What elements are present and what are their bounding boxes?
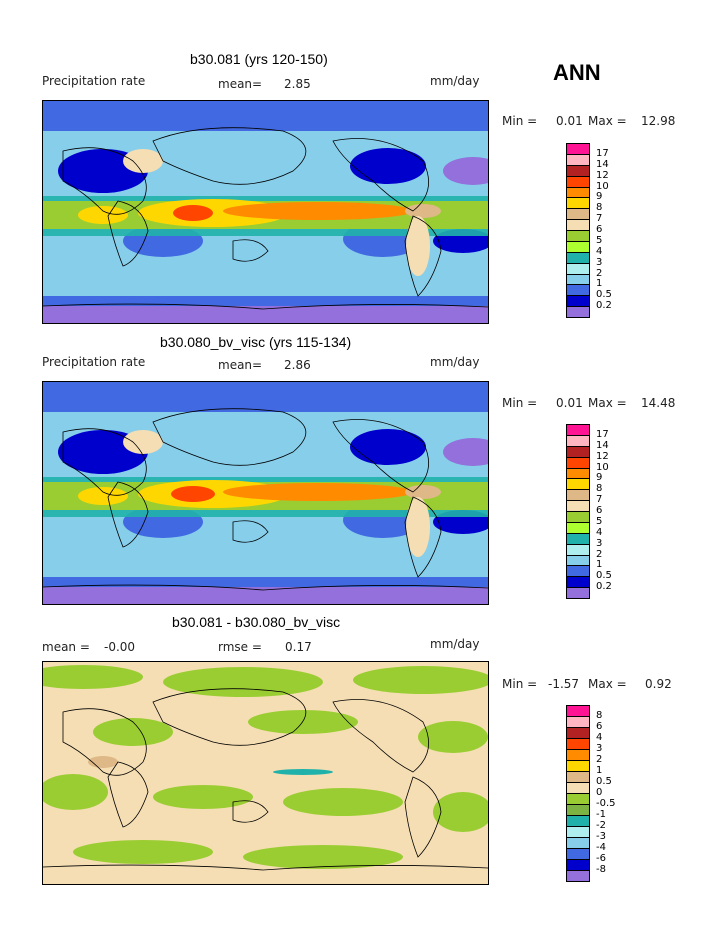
colorbar-swatch (566, 587, 590, 599)
panel3-min-value: -1.57 (548, 677, 580, 691)
panel1-variable-label: Precipitation rate (42, 74, 146, 88)
colorbar-tick-label: 0.5 (596, 570, 612, 582)
colorbar-tick-label: 6 (596, 224, 603, 235)
panel3-colorbar: 8 6 4 3 2 1 0.5 0 -0.5 -1 -2 -3 -4 -6 -8 (566, 705, 616, 882)
panel3-mean-label: mean = (42, 640, 90, 654)
colorbar-tick-label: 17 (596, 428, 609, 440)
colorbar-tick-label: 0.2 (596, 300, 612, 312)
panel2-max-value: 14.48 (641, 396, 676, 410)
season-label: ANN (553, 60, 601, 85)
panel1-colorbar: 17 14 12 10 9 8 7 6 5 4 3 2 1 0.5 0.2 (566, 143, 612, 318)
panel1-title: b30.081 (yrs 120-150) (190, 51, 328, 67)
panel1-mean-label: mean= (218, 77, 263, 91)
colorbar-tick-label: -3 (596, 831, 606, 842)
colorbar-tick-label: 2 (596, 548, 603, 560)
colorbar-swatch (566, 306, 590, 318)
panel2-colorbar: 17 14 12 10 9 8 7 6 5 4 3 2 1 0.5 0.2 (566, 424, 612, 599)
panel1-mean-value: 2.85 (284, 77, 311, 91)
colorbar-tick-label: 9 (596, 191, 603, 203)
colorbar-tick-label: 7 (596, 494, 603, 506)
colorbar-tick-label: 1 (596, 559, 603, 571)
colorbar-tick-label: 7 (596, 213, 603, 225)
panel3-max-label: Max = (588, 677, 627, 691)
colorbar-tick-label: 6 (596, 721, 603, 732)
panel3-difference-map (42, 661, 489, 885)
panel1-max-label: Max = (588, 114, 627, 128)
panel1-units: mm/day (430, 74, 480, 88)
panel1-max-value: 12.98 (641, 114, 676, 128)
panel1-precip-map (42, 100, 489, 324)
panel2-precip-map (42, 381, 489, 605)
colorbar-tick-label: 0.5 (596, 776, 612, 787)
colorbar-tick-label: 0 (596, 787, 603, 798)
colorbar-tick-label: -8 (596, 864, 606, 875)
colorbar-tick-label: 3 (596, 537, 603, 549)
panel3-units: mm/day (430, 637, 480, 651)
panel2-variable-label: Precipitation rate (42, 355, 146, 369)
colorbar-tick-label: -2 (596, 820, 606, 831)
colorbar-tick-label: -0.5 (596, 798, 616, 809)
colorbar-tick-label: 10 (596, 461, 609, 473)
colorbar-tick-label: 2 (596, 754, 603, 765)
colorbar-tick-label: 3 (596, 743, 603, 754)
colorbar-tick-label: 6 (596, 505, 603, 516)
panel2-min-label: Min = (502, 396, 538, 410)
panel3-mean-value: -0.00 (104, 640, 136, 654)
colorbar-tick-label: 14 (596, 158, 609, 170)
colorbar-tick-label: 0.2 (596, 581, 612, 593)
panel2-mean-value: 2.86 (284, 358, 311, 372)
colorbar-tick-label: 4 (596, 245, 603, 257)
colorbar-tick-label: 5 (596, 515, 603, 527)
colorbar-swatch (566, 870, 590, 882)
colorbar-tick-label: 14 (596, 439, 609, 451)
colorbar-tick-label: 8 (596, 710, 603, 721)
colorbar-tick-label: 1 (596, 278, 603, 290)
colorbar-tick-label: 3 (596, 256, 603, 268)
colorbar-tick-label: 2 (596, 267, 603, 279)
colorbar-tick-label: -6 (596, 853, 606, 864)
colorbar-tick-label: 12 (596, 450, 609, 462)
colorbar-tick-label: -4 (596, 842, 606, 853)
panel3-rmse-label: rmse = (218, 640, 262, 654)
panel2-title: b30.080_bv_visc (yrs 115-134) (160, 334, 352, 350)
panel3-title: b30.081 - b30.080_bv_visc (172, 614, 341, 630)
colorbar-tick-label: 1 (596, 765, 603, 776)
colorbar-tick-label: 5 (596, 234, 603, 246)
colorbar-tick-label: -1 (596, 809, 606, 820)
panel1-min-value: 0.01 (556, 114, 583, 128)
colorbar-tick-label: 8 (596, 483, 603, 495)
panel1-min-label: Min = (502, 114, 538, 128)
panel3-max-value: 0.92 (645, 677, 672, 691)
colorbar-tick-label: 17 (596, 147, 609, 159)
colorbar-tick-label: 10 (596, 180, 609, 192)
panel2-min-value: 0.01 (556, 396, 583, 410)
panel2-mean-label: mean= (218, 358, 263, 372)
colorbar-tick-label: 9 (596, 472, 603, 484)
colorbar-tick-label: 4 (596, 526, 603, 538)
panel3-rmse-value: 0.17 (285, 640, 312, 654)
colorbar-tick-label: 4 (596, 732, 603, 743)
colorbar-tick-label: 0.5 (596, 289, 612, 301)
panel3-min-label: Min = (502, 677, 538, 691)
colorbar-tick-label: 8 (596, 202, 603, 214)
panel2-max-label: Max = (588, 396, 627, 410)
colorbar-tick-label: 12 (596, 169, 609, 181)
panel2-units: mm/day (430, 355, 480, 369)
